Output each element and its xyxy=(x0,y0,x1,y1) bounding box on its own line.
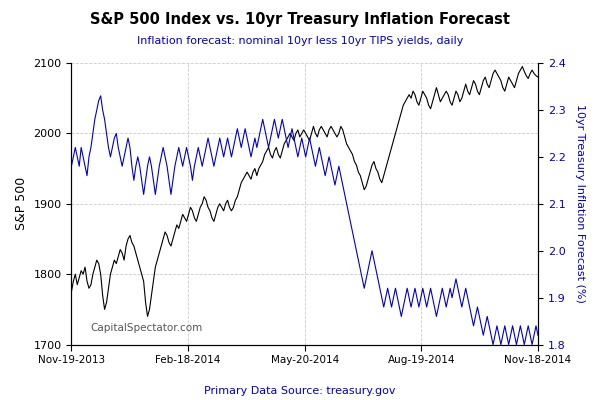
Y-axis label: S&P 500: S&P 500 xyxy=(15,177,28,230)
Text: Inflation forecast: nominal 10yr less 10yr TIPS yields, daily: Inflation forecast: nominal 10yr less 10… xyxy=(137,36,463,46)
Text: S&P 500 Index vs. 10yr Treasury Inflation Forecast: S&P 500 Index vs. 10yr Treasury Inflatio… xyxy=(90,12,510,27)
Text: Primary Data Source: treasury.gov: Primary Data Source: treasury.gov xyxy=(204,386,396,396)
Text: CapitalSpectator.com: CapitalSpectator.com xyxy=(90,322,202,332)
Y-axis label: 10yr Treasury Inflation Forecast (%): 10yr Treasury Inflation Forecast (%) xyxy=(575,104,585,303)
